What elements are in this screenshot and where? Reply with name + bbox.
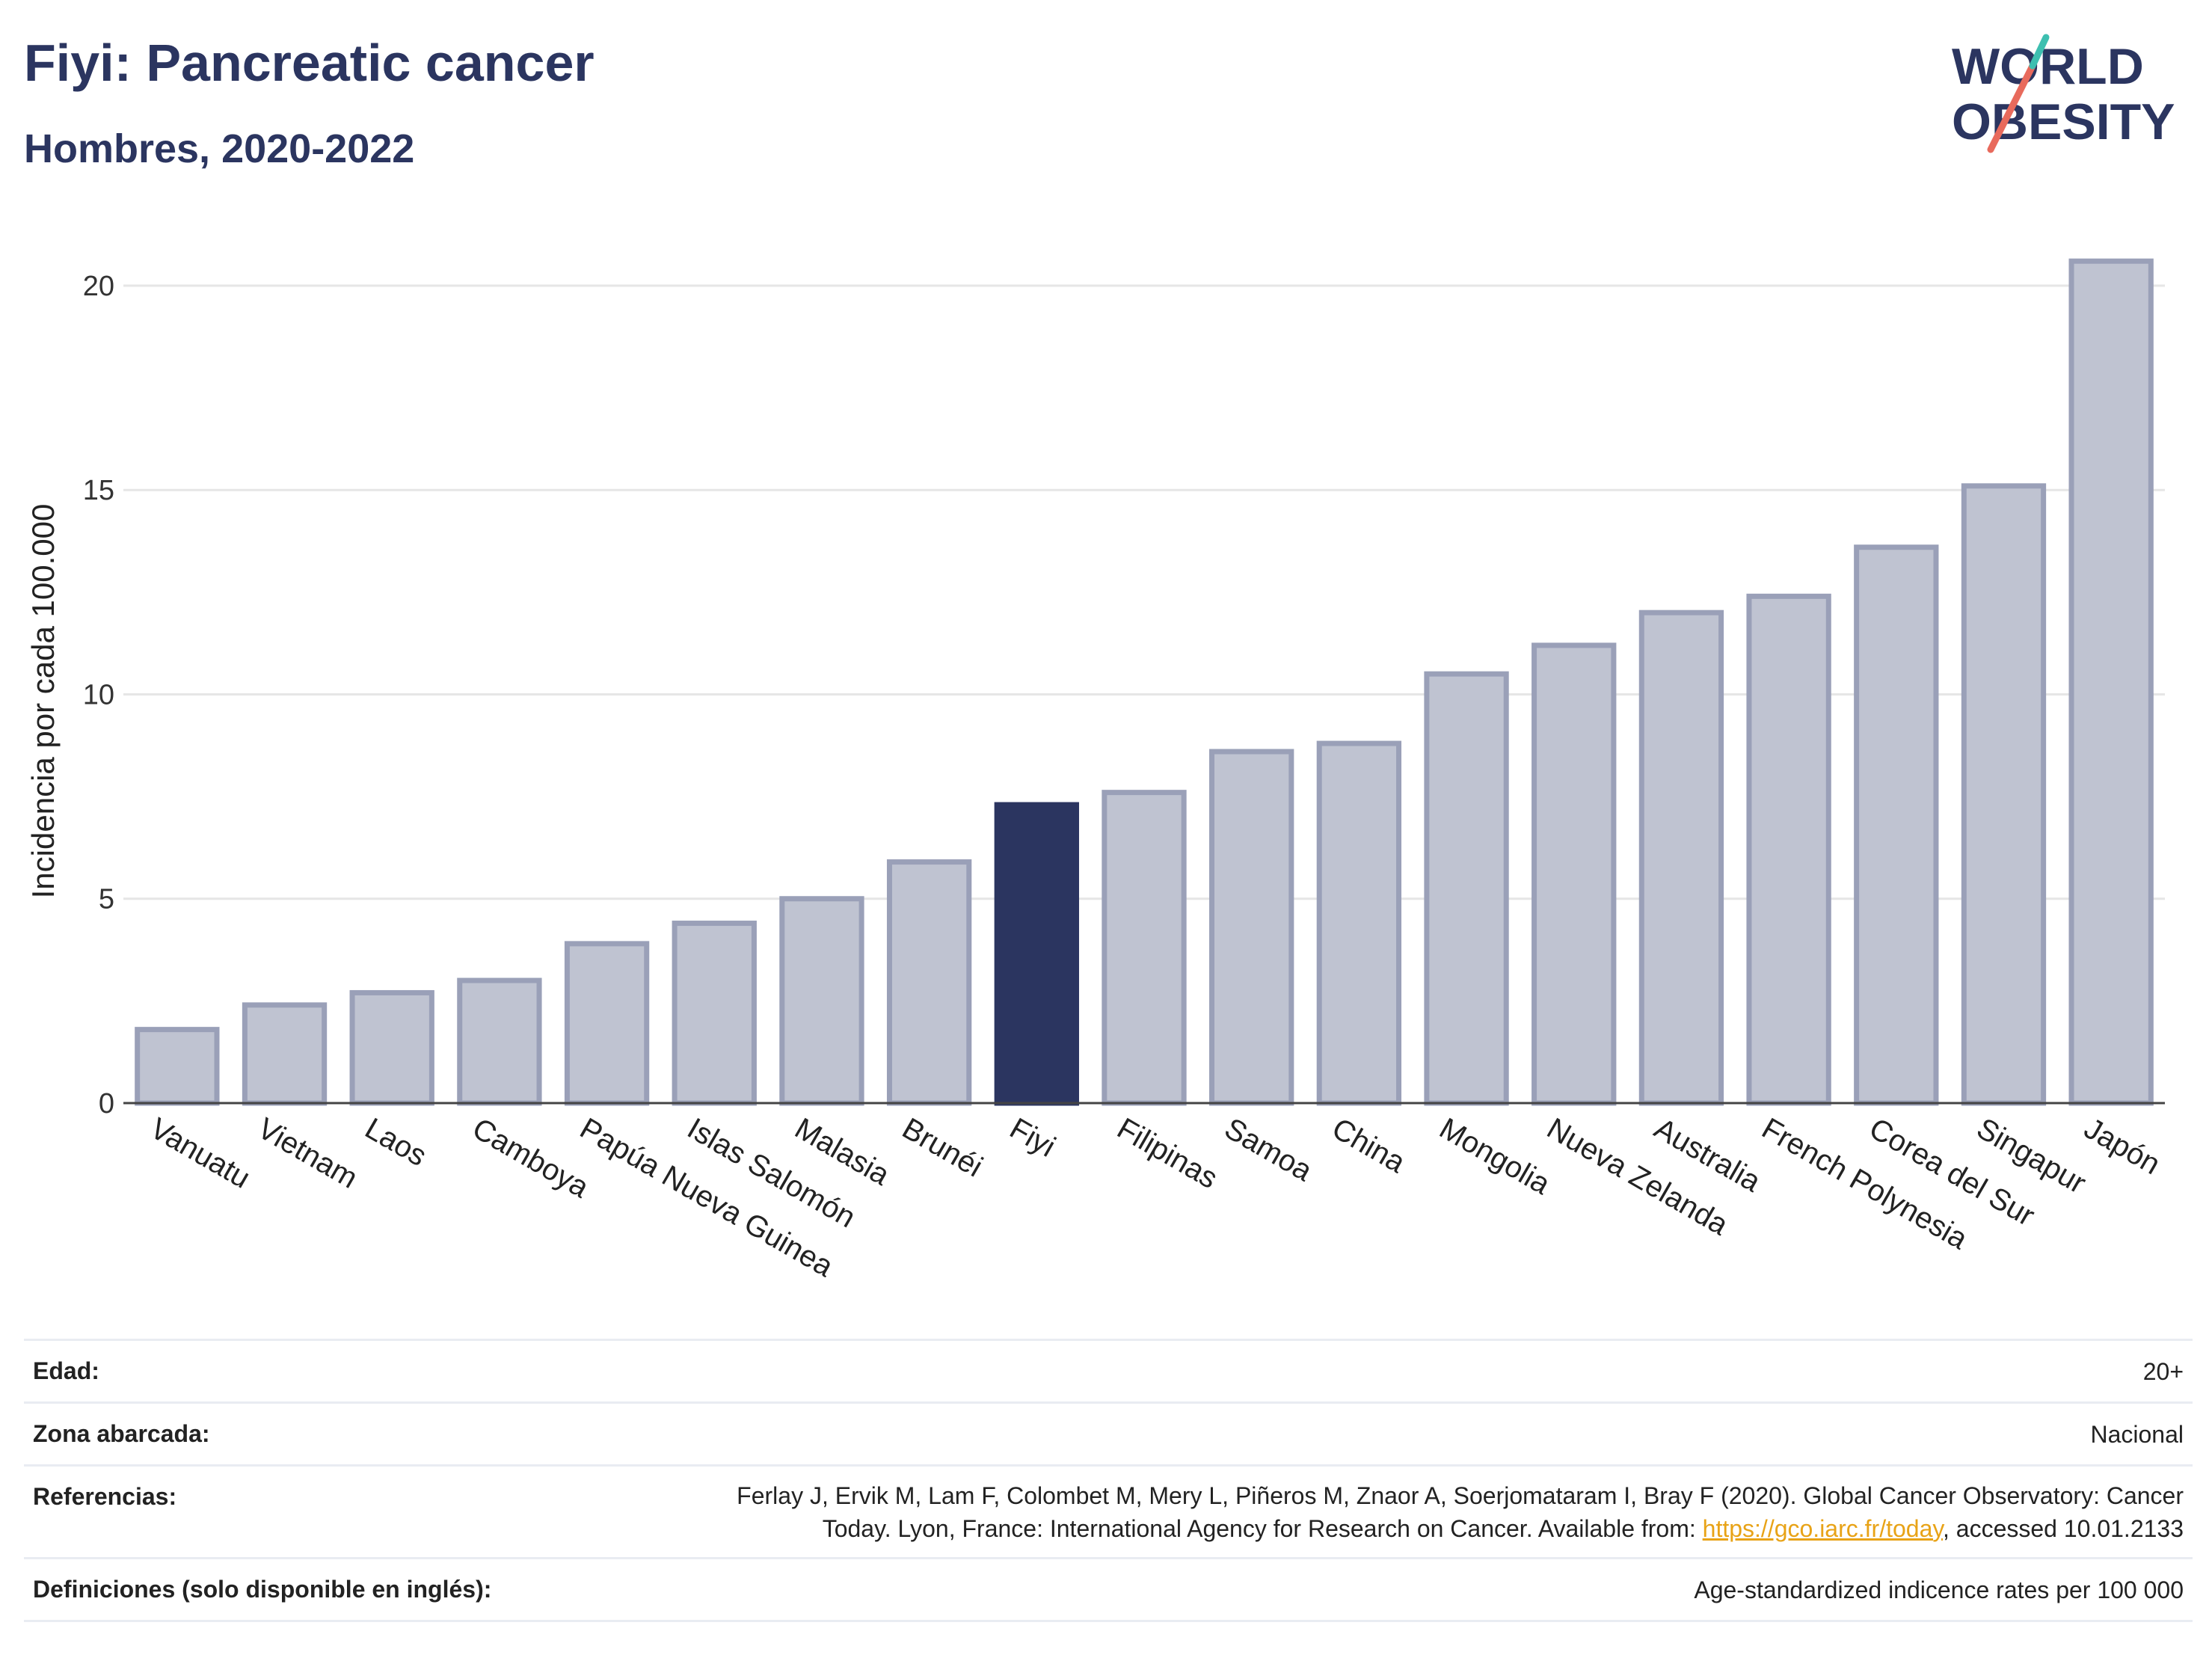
- bar-samoa: [1209, 749, 1294, 1106]
- logo-slash-teal: [2029, 34, 2050, 70]
- info-value-area: Nacional: [556, 1401, 2193, 1466]
- world-obesity-logo: WORLD OBESITY: [1952, 34, 2175, 153]
- y-tick-label: 10: [83, 679, 114, 710]
- x-tick-label: Vietnam: [252, 1112, 363, 1195]
- info-table: Edad: 20+ Zona abarcada: Nacional Refere…: [24, 1339, 2193, 1622]
- x-tick-label: Vanuatu: [144, 1112, 255, 1195]
- info-row-definitions: Definiciones (solo disponible en inglés)…: [24, 1557, 2193, 1622]
- bar-filipinas: [1102, 790, 1187, 1106]
- logo-slash-red: [1987, 62, 2036, 153]
- bar-corea-del-sur: [1854, 544, 1939, 1106]
- info-value-references: Ferlay J, Ervik M, Lam F, Colombet M, Me…: [556, 1464, 2193, 1559]
- y-tick-label: 0: [99, 1088, 114, 1120]
- x-tick-label: Mongolia: [1434, 1112, 1556, 1202]
- info-key-area: Zona abarcada:: [24, 1401, 556, 1466]
- bar-brun-i: [886, 859, 972, 1106]
- info-value-definitions: Age-standardized indicence rates per 100…: [556, 1557, 2193, 1622]
- x-tick-label: Brunéi: [897, 1112, 988, 1184]
- bar-islas-salom-n: [672, 921, 757, 1106]
- x-tick-label: Samoa: [1219, 1112, 1318, 1188]
- x-tick-label: Laos: [360, 1112, 432, 1173]
- info-key-references: Referencias:: [24, 1464, 556, 1559]
- bar-malasia: [779, 896, 864, 1106]
- reference-link[interactable]: https://gco.iarc.fr/today: [1702, 1514, 1943, 1542]
- bar-vietnam: [242, 1002, 328, 1106]
- x-tick-label: China: [1327, 1112, 1411, 1180]
- y-axis-label: Incidencia por cada 100.000: [25, 504, 61, 899]
- info-row-age: Edad: 20+: [24, 1339, 2193, 1403]
- bar-pap-a-nueva-guinea: [564, 941, 650, 1106]
- bar-singapur: [1961, 483, 2047, 1106]
- y-tick-label: 15: [83, 475, 114, 506]
- y-tick-label: 5: [99, 884, 114, 915]
- x-tick-label: Filipinas: [1112, 1112, 1223, 1195]
- bar-camboya: [457, 977, 542, 1106]
- reference-line-2-post: , accessed 10.01.2133: [1942, 1514, 2184, 1542]
- info-value-age: 20+: [556, 1339, 2193, 1403]
- x-tick-label: Fiyi: [1004, 1112, 1061, 1164]
- y-tick-label: 20: [83, 271, 114, 302]
- bar-nueva-zelanda: [1531, 642, 1617, 1106]
- bar-jap-n: [2068, 258, 2154, 1106]
- reference-line-1: Ferlay J, Ervik M, Lam F, Colombet M, Me…: [737, 1481, 2184, 1509]
- info-row-references: Referencias: Ferlay J, Ervik M, Lam F, C…: [24, 1464, 2193, 1559]
- reference-line-2-pre: Today. Lyon, France: International Agenc…: [822, 1514, 1703, 1542]
- bar-vanuatu: [135, 1027, 220, 1106]
- x-tick-label: Camboya: [467, 1112, 595, 1205]
- logo-line-1: WORLD: [1952, 38, 2144, 95]
- chart-subtitle: Hombres, 2020-2022: [24, 126, 415, 171]
- info-key-definitions: Definiciones (solo disponible en inglés)…: [24, 1557, 556, 1622]
- y-tick-labels: 0 5 10 15 20: [83, 271, 114, 1120]
- x-tick-label: Japón: [2079, 1112, 2166, 1182]
- bar-french-polynesia: [1746, 593, 1831, 1106]
- bar-mongolia: [1424, 671, 1509, 1106]
- chart-title: Fiyi: Pancreatic cancer: [24, 34, 595, 92]
- bar-china: [1316, 740, 1402, 1106]
- bars: [135, 258, 2154, 1106]
- bar-australia: [1638, 610, 1724, 1106]
- bar-fiyi: [994, 802, 1079, 1106]
- info-key-age: Edad:: [24, 1339, 556, 1403]
- logo-line-2: OBESITY: [1952, 93, 2175, 150]
- bar-laos: [349, 989, 434, 1106]
- info-row-area: Zona abarcada: Nacional: [24, 1401, 2193, 1466]
- x-tick-label: Nueva Zelanda: [1541, 1112, 1734, 1242]
